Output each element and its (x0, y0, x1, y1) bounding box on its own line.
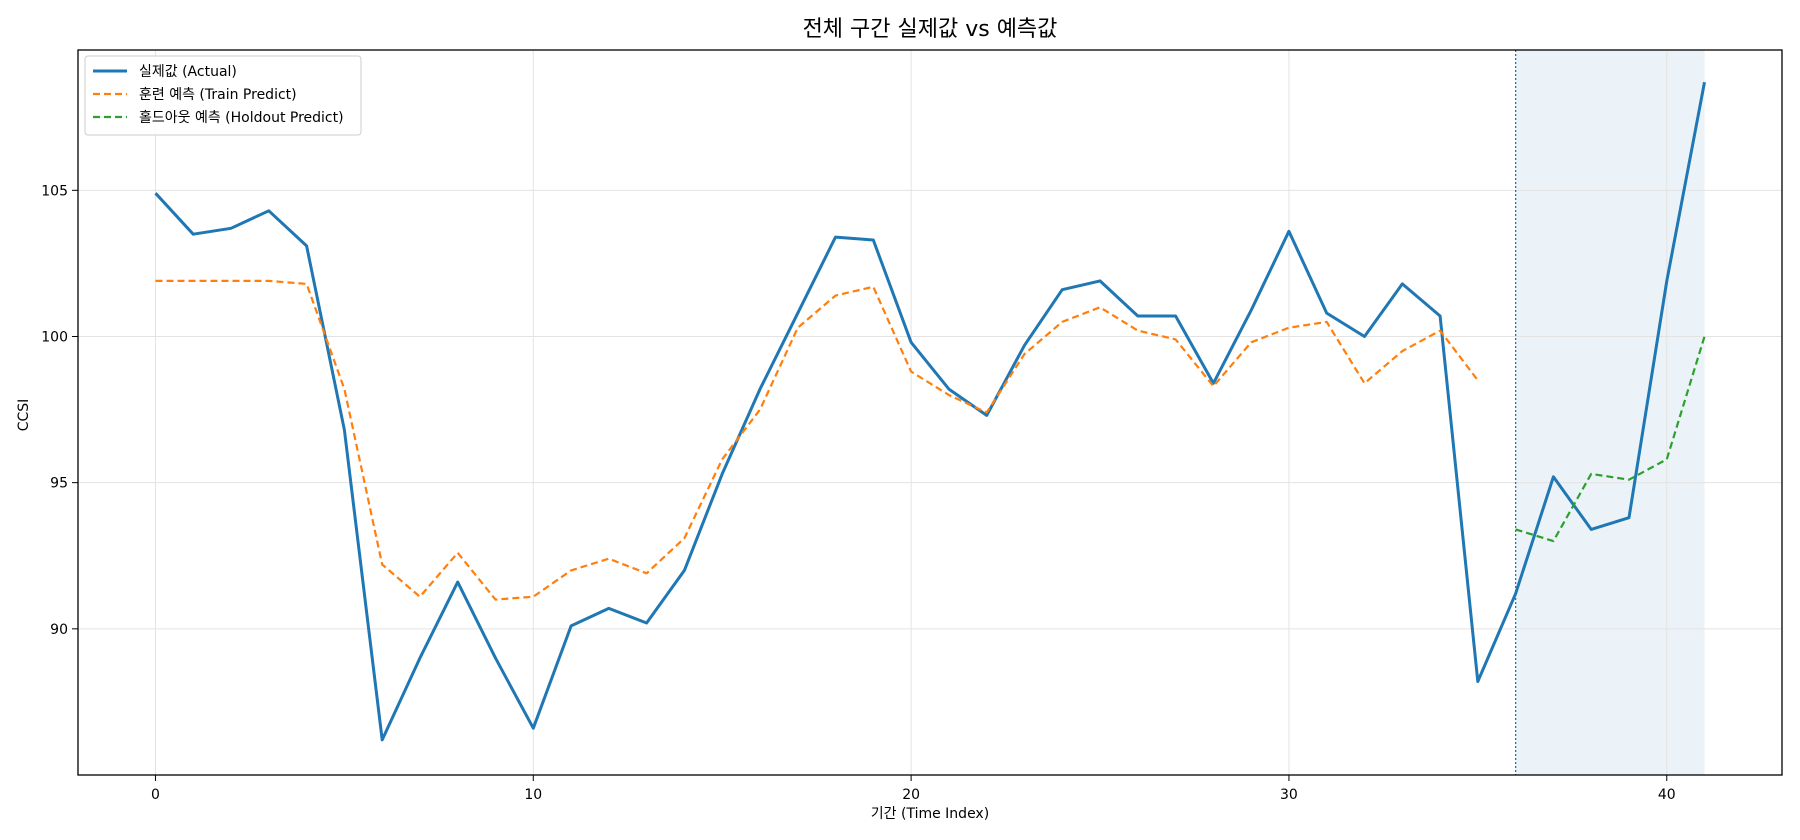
y-axis-label: CCSI (16, 399, 32, 432)
x-tick-label: 30 (1280, 787, 1298, 803)
x-tick-label: 10 (524, 787, 542, 803)
x-axis-label: 기간 (Time Index) (871, 806, 989, 822)
x-tick-label: 20 (902, 787, 920, 803)
series-line-2 (1515, 336, 1706, 543)
x-tick-label: 40 (1658, 787, 1676, 803)
y-tick-label: 90 (50, 622, 68, 638)
series-line-1 (155, 279, 1479, 601)
holdout-region (1515, 50, 1705, 775)
legend-label-0: 실제값 (Actual) (139, 64, 237, 80)
series-line-0 (154, 81, 1706, 742)
chart-title: 전체 구간 실제값 vs 예측값 (803, 17, 1058, 42)
legend-box (84, 55, 362, 136)
y-tick-label: 105 (41, 183, 68, 199)
legend: 실제값 (Actual) 훈련 예측 (Train Predict) 홀드아웃 예측… (84, 55, 362, 136)
axes-frame (77, 49, 1783, 776)
legend-label-1: 훈련 예측 (Train Predict) (139, 87, 297, 103)
legend-label-2: 홀드아웃 예측 (Holdout Predict) (139, 110, 344, 126)
x-tick-label: 0 (151, 787, 160, 803)
y-tick-label: 95 (50, 476, 68, 492)
plot-area: 0 10 20 30 40 90 95 100 105 (41, 49, 1783, 803)
y-tick-label: 100 (41, 329, 68, 345)
